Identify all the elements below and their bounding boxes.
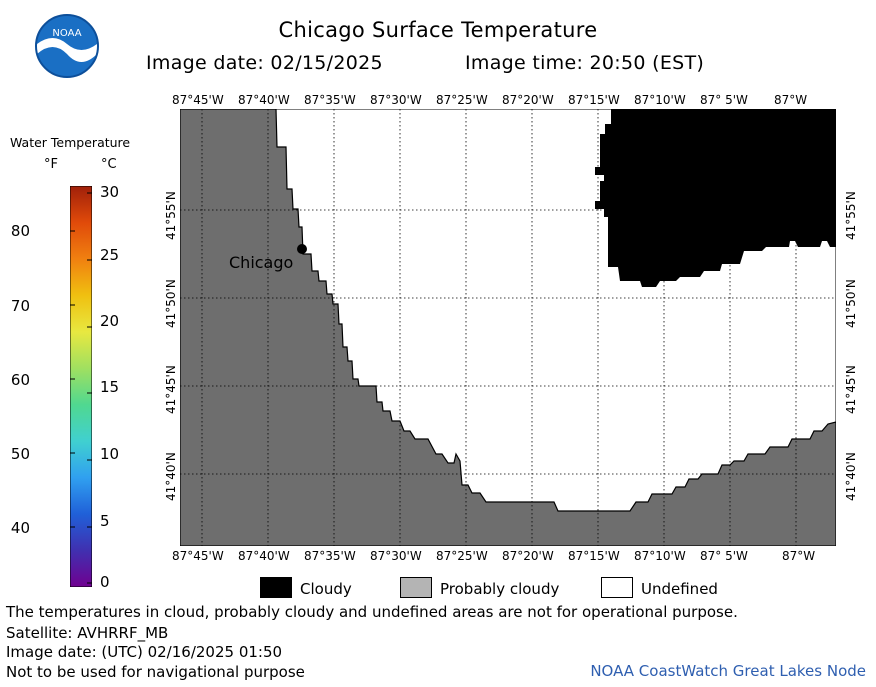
lon-label: 87°40'W xyxy=(238,93,290,107)
f-tick: 80 xyxy=(10,222,30,240)
lat-label: 41°50'N xyxy=(164,279,178,328)
lat-label: 41°45'N xyxy=(164,365,178,414)
c-tick: 5 xyxy=(100,512,110,530)
lat-label: 41°40'N xyxy=(844,452,858,501)
land-area xyxy=(179,108,837,547)
lat-label: 41°55'N xyxy=(844,191,858,240)
lon-label: 87°10'W xyxy=(634,549,686,563)
lon-label: 87°35'W xyxy=(304,549,356,563)
temperature-color-scale xyxy=(69,185,93,588)
c-tick: 0 xyxy=(100,573,110,591)
lon-label: 87°45'W xyxy=(172,93,224,107)
undefined-label: Undefined xyxy=(641,580,718,598)
undefined-swatch xyxy=(601,577,633,598)
lon-label: 87°W xyxy=(782,549,816,563)
lon-label: 87°30'W xyxy=(370,93,422,107)
c-tick: 15 xyxy=(100,378,120,396)
lon-label: 87°20'W xyxy=(502,549,554,563)
probably-cloudy-label: Probably cloudy xyxy=(440,580,560,598)
grid xyxy=(180,109,836,546)
lat-label: 41°55'N xyxy=(164,191,178,240)
lon-label: 87°40'W xyxy=(238,549,290,563)
legend-title: Water Temperature xyxy=(10,135,131,150)
lon-label: 87°30'W xyxy=(370,549,422,563)
f-tick: 60 xyxy=(10,371,30,389)
lon-label: 87°15'W xyxy=(568,549,620,563)
unit-celsius: °C xyxy=(101,157,117,172)
lon-label: 87°20'W xyxy=(502,93,554,107)
lon-label: 87°35'W xyxy=(304,93,356,107)
f-tick: 70 xyxy=(10,297,30,315)
lon-label: 87°15'W xyxy=(568,93,620,107)
temperature-map: Chicago xyxy=(179,108,837,547)
lon-label: 87°10'W xyxy=(634,93,686,107)
probably-cloudy-swatch xyxy=(400,577,432,598)
map-title: Chicago Surface Temperature xyxy=(278,18,598,42)
cloudy-label: Cloudy xyxy=(300,580,352,598)
lon-label: 87°25'W xyxy=(436,549,488,563)
lon-label: 87° 5'W xyxy=(700,549,748,563)
cloud-area xyxy=(595,109,836,287)
noaa-logo-icon: NOAA xyxy=(35,14,99,78)
lon-label: 87° 5'W xyxy=(700,93,748,107)
unit-fahrenheit: °F xyxy=(44,157,58,172)
f-tick: 40 xyxy=(10,519,30,537)
f-tick: 50 xyxy=(10,445,30,463)
chicago-marker xyxy=(297,244,307,254)
satellite-text: Satellite: AVHRRF_MB xyxy=(6,624,169,642)
svg-text:NOAA: NOAA xyxy=(52,28,81,39)
utc-date-text: Image date: (UTC) 02/16/2025 01:50 xyxy=(6,643,283,661)
lat-label: 41°45'N xyxy=(844,365,858,414)
noaa-logo: NOAA xyxy=(35,14,99,78)
c-tick: 20 xyxy=(100,312,120,330)
image-time: Image time: 20:50 (EST) xyxy=(465,52,705,74)
cloudy-swatch xyxy=(260,577,292,598)
c-tick: 10 xyxy=(100,445,120,463)
city-label-chicago: Chicago xyxy=(229,253,294,272)
lat-label: 41°40'N xyxy=(164,452,178,501)
lon-label: 87°45'W xyxy=(172,549,224,563)
c-tick: 30 xyxy=(100,183,120,201)
navigation-warning: Not to be used for navigational purpose xyxy=(6,663,305,681)
image-date: Image date: 02/15/2025 xyxy=(146,52,383,74)
coastwatch-node-credit: NOAA CoastWatch Great Lakes Node xyxy=(590,662,866,680)
disclaimer-text: The temperatures in cloud, probably clou… xyxy=(6,603,738,621)
lon-label: 87°25'W xyxy=(436,93,488,107)
lon-label: 87°W xyxy=(774,93,808,107)
lat-label: 41°50'N xyxy=(844,279,858,328)
c-tick: 25 xyxy=(100,246,120,264)
